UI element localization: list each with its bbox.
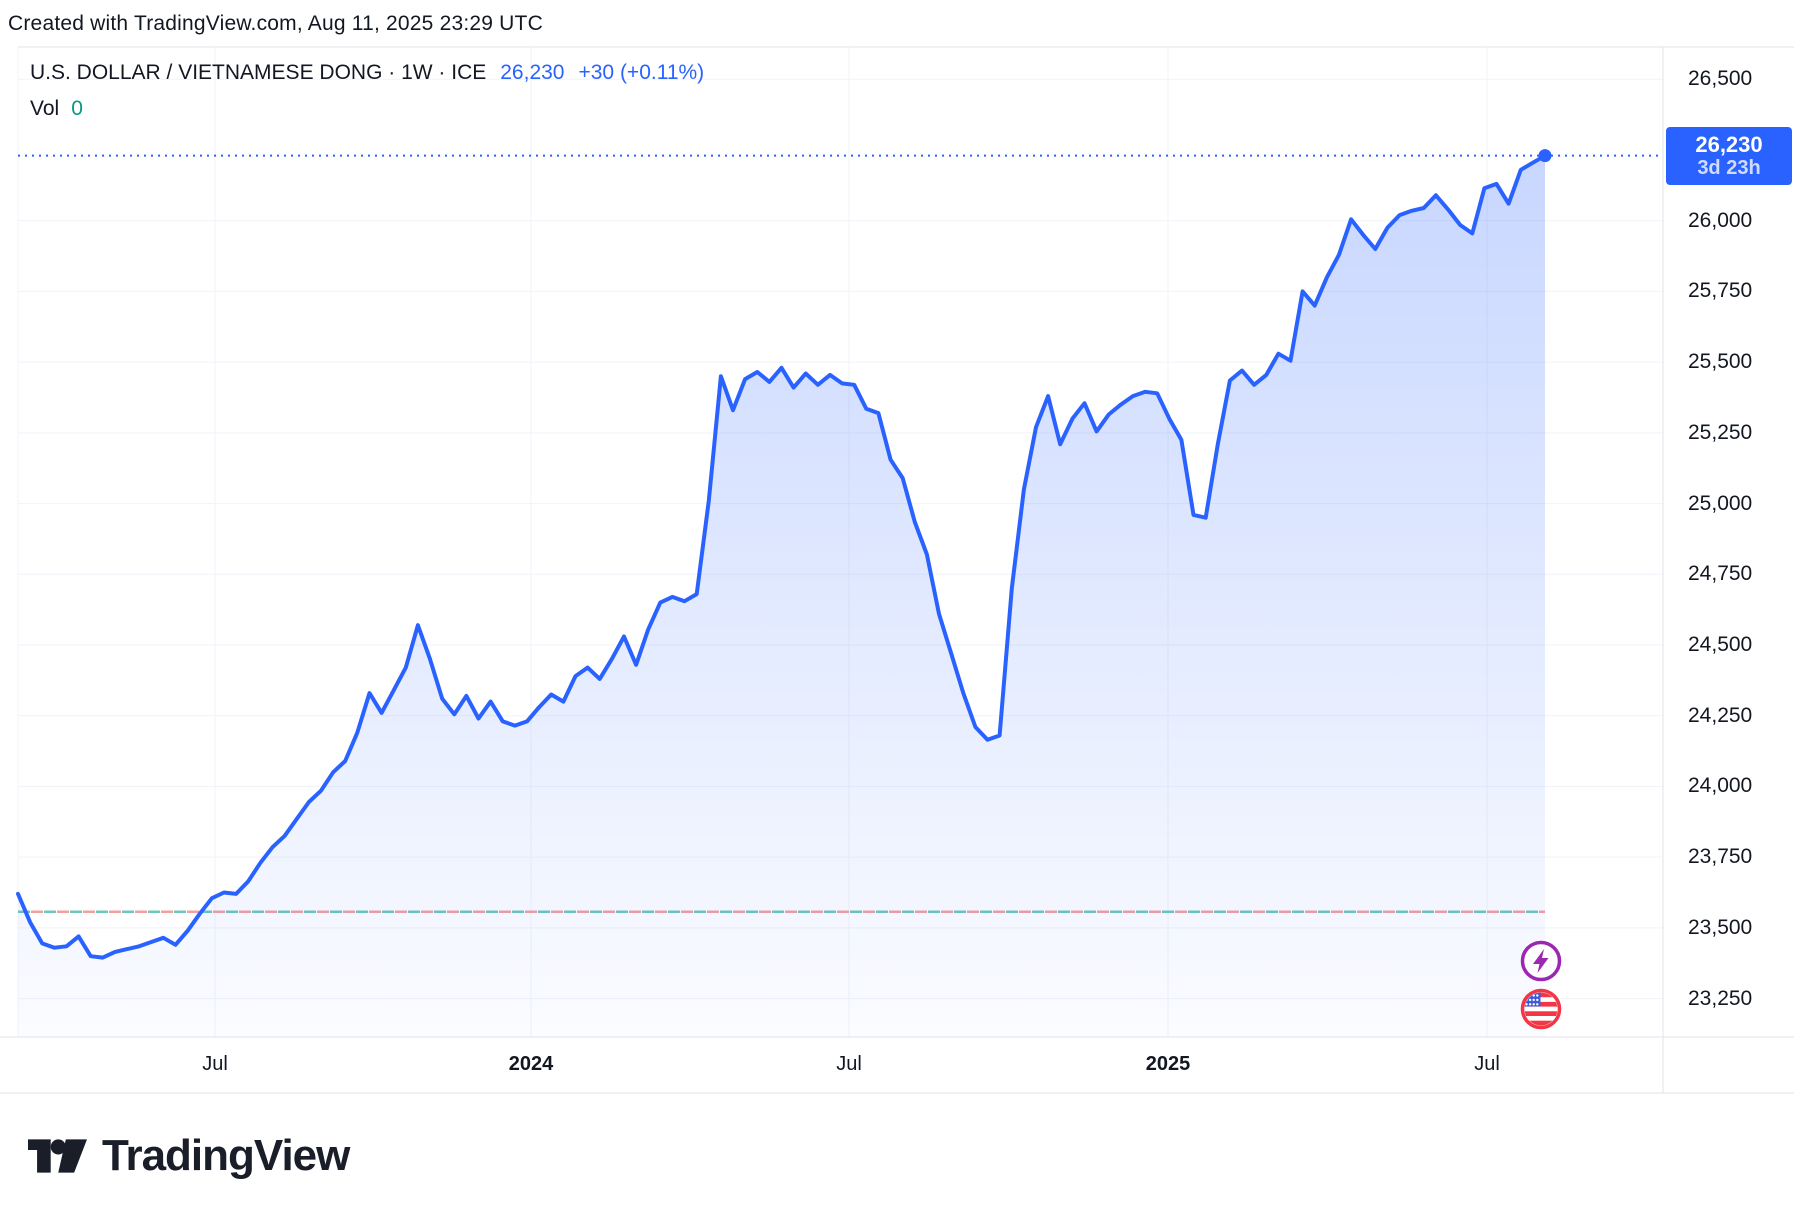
time-axis-label: Jul <box>202 1053 228 1075</box>
legend-last-price: 26,230 <box>500 61 565 84</box>
badge-price: 26,230 <box>1695 131 1763 157</box>
time-axis-label: 2025 <box>1145 1053 1191 1075</box>
area-fill <box>18 155 1545 1037</box>
symbol-title[interactable]: U.S. DOLLAR / VIETNAMESE DONG · 1W · ICE <box>30 61 487 84</box>
price-axis-label: 26,000 <box>1688 208 1753 232</box>
last-point-marker <box>1538 149 1552 163</box>
price-axis-label: 23,250 <box>1688 986 1753 1010</box>
lightning-icon[interactable] <box>1520 940 1562 982</box>
time-axis-label: Jul <box>1474 1053 1500 1075</box>
volume-value: 0 <box>71 97 83 120</box>
time-axis-label: Jul <box>836 1053 862 1075</box>
price-axis-label: 24,500 <box>1688 633 1753 656</box>
price-axis-label: 26,500 <box>1688 67 1753 91</box>
price-line-series <box>16 153 1547 960</box>
price-axis-label: 23,500 <box>1688 915 1753 939</box>
chart-legend: U.S. DOLLAR / VIETNAMESE DONG · 1W · ICE… <box>30 61 704 121</box>
created-with-note[interactable]: Created with TradingView.com, Aug 11, 20… <box>8 12 543 35</box>
last-price-badge: 26,230 3d 23h <box>1666 126 1792 185</box>
us-flag-icon[interactable] <box>1520 988 1562 1030</box>
tradingview-logo[interactable]: TradingView <box>28 1131 350 1181</box>
price-axis-label: 24,000 <box>1688 774 1753 798</box>
time-axis-label: 2024 <box>508 1053 554 1075</box>
price-axis-label: 25,750 <box>1688 279 1753 303</box>
legend-change: +30 (+0.11%) <box>578 61 705 84</box>
price-axis-label: 25,250 <box>1688 420 1753 444</box>
price-axis-label: 24,750 <box>1688 562 1753 586</box>
price-axis-label: 25,500 <box>1688 350 1753 374</box>
tradingview-logo-text: TradingView <box>102 1131 350 1180</box>
tradingview-logo-icon <box>28 1139 87 1173</box>
price-axis-label: 23,750 <box>1688 845 1753 869</box>
volume-label: Vol <box>30 97 60 120</box>
price-axis-label: 24,250 <box>1688 703 1753 727</box>
badge-countdown: 3d 23h <box>1697 156 1761 179</box>
price-axis-label: 25,000 <box>1688 491 1753 515</box>
